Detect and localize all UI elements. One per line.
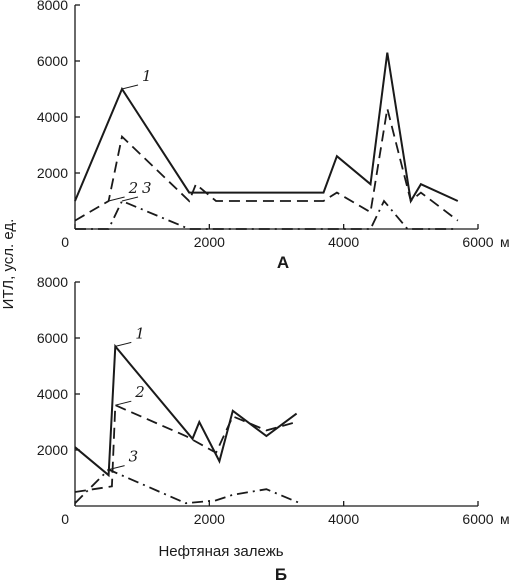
x-axis-title: Нефтяная залежь xyxy=(158,543,283,560)
chart-panel-a: 2000 4000 6000 8000 0 2000 4000 6000 м 1 2 3 xyxy=(37,0,510,250)
curve-label-leader-a-2 xyxy=(108,196,125,202)
y-tick-label-b: 2000 xyxy=(37,442,68,458)
y-tick-label-a: 4000 xyxy=(37,109,68,125)
curve-label-b-1: 1 xyxy=(135,324,145,342)
x-tick-label-b: 0 xyxy=(61,511,69,527)
series-line-a-1 xyxy=(74,52,459,204)
chart-panel-b: 2000 4000 6000 8000 0 2000 4000 6000 м 1 2 3 xyxy=(37,274,510,527)
y-tick-label-a: 6000 xyxy=(37,53,68,69)
x-tick-label-a: 6000 xyxy=(462,234,493,250)
curve-label-leader-b-3 xyxy=(108,465,125,471)
x-tick-label-b: 4000 xyxy=(328,511,359,527)
y-axis-title: ИТЛ, усл. ед. xyxy=(0,219,17,310)
series-line-a-3 xyxy=(75,199,458,230)
x-unit-label-a: м xyxy=(500,234,510,250)
panel-label-a: А xyxy=(277,253,289,272)
curve-label-a-3: 3 xyxy=(142,179,152,197)
x-tick-label-a: 0 xyxy=(61,234,69,250)
curve-label-a-1: 1 xyxy=(142,67,152,85)
x-tick-label-b: 6000 xyxy=(462,511,493,527)
y-tick-label-a: 2000 xyxy=(37,165,68,181)
x-tick-label-a: 2000 xyxy=(194,234,225,250)
x-unit-label-b: м xyxy=(500,511,510,527)
y-tick-label-b: 6000 xyxy=(37,330,68,346)
curve-label-b-2: 2 xyxy=(134,383,145,401)
curve-label-leader-b-1 xyxy=(115,341,132,347)
curve-label-leader-a-1 xyxy=(121,84,139,90)
y-tick-label-b: 4000 xyxy=(37,386,68,402)
x-tick-label-a: 4000 xyxy=(328,234,359,250)
y-tick-label-b: 8000 xyxy=(37,274,68,290)
curve-label-b-3: 3 xyxy=(129,448,139,466)
y-tick-label-a: 8000 xyxy=(37,0,68,13)
series-line-a-2 xyxy=(74,108,459,222)
curve-label-a-2: 2 xyxy=(128,179,139,197)
series-line-b-1 xyxy=(74,343,298,478)
panel-label-b: Б xyxy=(275,565,287,583)
curve-label-leader-a-3 xyxy=(121,196,139,202)
series-line-b-2 xyxy=(74,403,297,493)
curve-label-leader-b-2 xyxy=(115,400,132,406)
x-tick-label-b: 2000 xyxy=(194,511,225,527)
